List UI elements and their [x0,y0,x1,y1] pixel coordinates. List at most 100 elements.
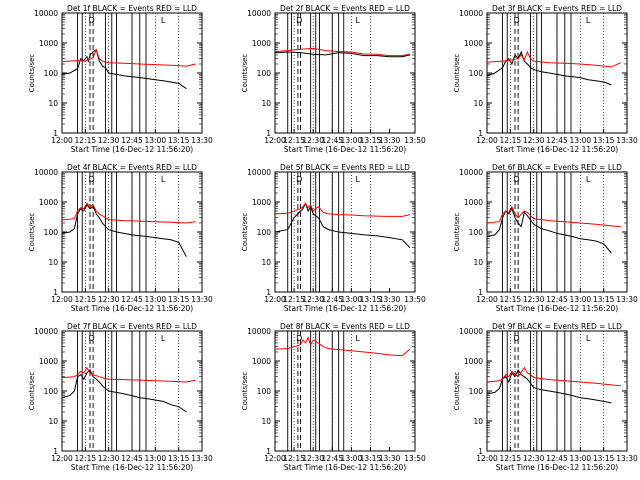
x-tick-label: 13:30 [379,136,401,145]
x-axis-label: Start Time (16-Dec-12 11:56:20) [71,304,193,313]
y-tick-label: 1000 [39,39,58,48]
chart-title: Det 8f BLACK = Events RED = LLD [280,322,410,331]
series-line-black-events [61,203,187,257]
x-axis-label: Start Time (16-Dec-12 11:56:20) [71,463,193,472]
series-line-red-lld [486,366,621,387]
flag-letter-l: L [355,16,360,25]
x-tick-label: 12:30 [98,136,120,145]
x-tick-label: 12:45 [321,295,343,304]
flag-letter-d: D [513,16,519,25]
y-tick-label: 1000 [464,39,483,48]
x-tick-label: 12:15 [75,454,97,463]
chart-title: Det 7f BLACK = Events RED = LLD [67,322,197,331]
y-axis-label: Counts/sec [28,372,36,411]
flag-letter-d: D [296,334,302,343]
flag-letter-l: L [586,16,591,25]
series-line-red-lld [486,50,622,68]
y-axis-label: Counts/sec [241,54,249,93]
x-tick-label: 12:30 [302,136,324,145]
x-tick-label: 12:00 [476,295,498,304]
y-tick-label: 1000 [464,357,483,366]
y-tick-label: 10000 [459,327,483,336]
chart-title: Det 6f BLACK = Events RED = LLD [492,163,622,172]
x-tick-label: 13:50 [404,295,426,304]
x-tick-label: 12:45 [546,136,568,145]
x-axis-label: Start Time (16-Dec-12 11:56:20) [496,463,618,472]
x-tick-label: 12:00 [264,454,286,463]
x-tick-label: 13:30 [616,295,638,304]
x-tick-label: 12:45 [121,454,143,463]
x-tick-label: 12:15 [283,136,305,145]
y-axis-label: Counts/sec [241,372,249,411]
x-tick-label: 12:15 [283,454,305,463]
series-line-red-lld [61,48,196,67]
y-tick-label: 1000 [39,357,58,366]
y-tick-label: 10000 [247,327,271,336]
plot-frame [274,171,416,293]
y-axis-label: Counts/sec [453,372,461,411]
y-tick-label: 100 [257,387,272,396]
chart-title: Det 2f BLACK = Events RED = LLD [280,4,410,13]
x-tick-label: 13:15 [360,295,382,304]
x-axis-label: Start Time (16-Dec-12 11:56:20) [284,463,406,472]
y-tick-label: 1000 [252,39,271,48]
y-tick-label: 100 [44,387,59,396]
y-tick-label: 10 [473,99,483,108]
chart-title: Det 5f BLACK = Events RED = LLD [280,163,410,172]
x-tick-label: 12:30 [523,136,545,145]
y-tick-label: 100 [44,228,59,237]
x-axis-label: Start Time (16-Dec-12 11:56:20) [496,145,618,154]
series-line-red-lld [274,202,411,217]
flag-letter-d: D [88,16,94,25]
x-tick-label: 13:15 [168,454,190,463]
x-tick-label: 13:15 [593,454,615,463]
y-tick-label: 1000 [252,357,271,366]
x-tick-label: 12:30 [523,295,545,304]
flag-letter-l: L [355,334,360,343]
series-line-black-events [486,50,612,86]
y-tick-label: 10000 [459,168,483,177]
y-tick-label: 100 [469,69,484,78]
chart-panel-8: 1 10 100 1000 10000 12:0012:1512:3012:4513:00… [241,322,426,472]
x-tick-label: 13:50 [404,454,426,463]
x-tick-label: 12:00 [476,454,498,463]
flag-letter-d: D [513,334,519,343]
y-tick-label: 1 [478,288,483,297]
x-tick-label: 13:15 [593,136,615,145]
y-tick-label: 100 [257,69,272,78]
y-tick-label: 10000 [34,168,58,177]
x-tick-label: 12:15 [75,136,97,145]
chart-panel-1: 1 10 100 1000 10000 12:00 12:15 12:30 12:45 13:00… [28,4,213,154]
x-tick-label: 13:30 [616,454,638,463]
x-tick-label: 12:45 [546,454,568,463]
x-tick-label: 12:15 [283,295,305,304]
x-tick-label: 12:45 [321,136,343,145]
x-tick-label: 13:50 [404,136,426,145]
y-axis-label: Counts/sec [453,213,461,252]
x-axis-label: Start Time (16-Dec-12 11:56:20) [284,145,406,154]
chart-panel-2: 1 10 100 1000 10000 12:0012:1512:3012:4513:00… [241,4,426,154]
x-tick-label: 13:30 [616,136,638,145]
y-tick-label: 10 [261,258,271,267]
y-tick-label: 10000 [247,168,271,177]
x-tick-label: 12:30 [98,454,120,463]
series-line-black-events [486,368,612,404]
x-tick-label: 12:00 [264,136,286,145]
x-tick-label: 12:30 [98,295,120,304]
chart-panel-9: 1 10 100 1000 10000 12:00 12:15 12:30 12:45 13:00… [453,322,638,472]
chart-title: Det 1f BLACK = Events RED = LLD [67,4,197,13]
series-line-red-lld [61,366,196,383]
y-tick-label: 10 [48,417,58,426]
chart-panel-7: 1 10 100 1000 10000 12:00 12:15 12:30 12:45 13:00… [28,322,213,472]
y-axis-label: Counts/sec [241,213,249,252]
y-tick-label: 1 [266,288,271,297]
y-tick-label: 10 [473,258,483,267]
x-tick-label: 13:00 [570,295,592,304]
x-axis-label: Start Time (16-Dec-12 11:56:20) [496,304,618,313]
x-tick-label: 12:15 [500,295,522,304]
chart-title: Det 3f BLACK = Events RED = LLD [492,4,622,13]
x-tick-label: 12:45 [121,295,143,304]
flag-letter-l: L [161,16,166,25]
series-line-red-lld [274,336,411,357]
